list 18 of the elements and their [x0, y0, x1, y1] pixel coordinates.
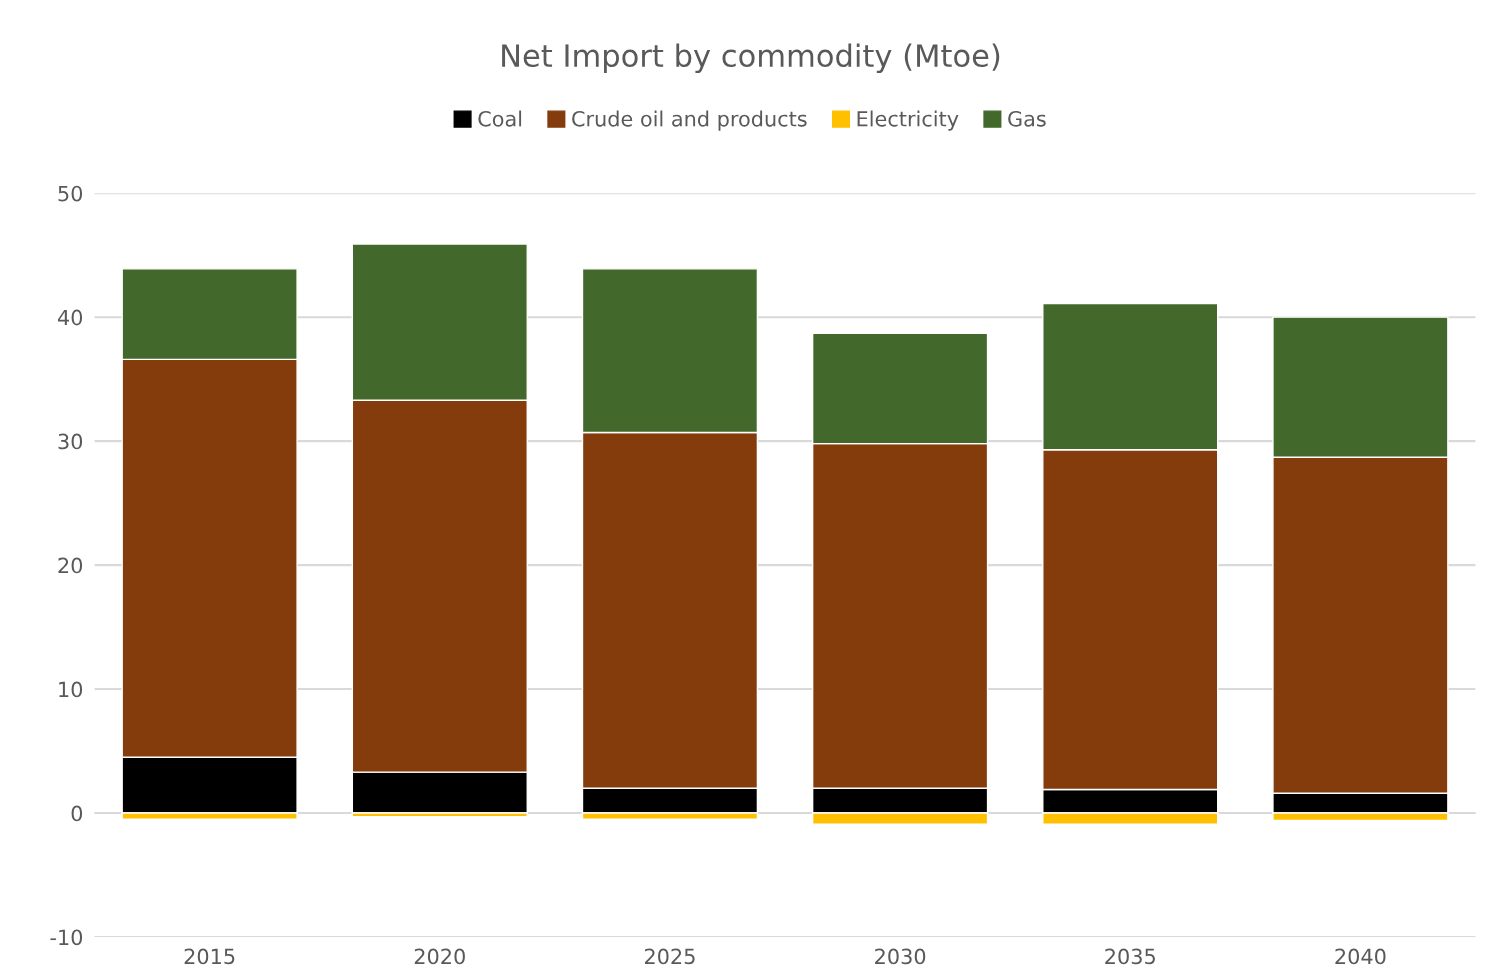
- y-tick-label: 10: [59, 681, 83, 698]
- y-tick-label: -10: [50, 929, 83, 946]
- y-tick-label: 30: [58, 433, 83, 450]
- x-tick-label: 2030: [875, 948, 926, 965]
- legend-label: Electricity: [857, 110, 959, 131]
- x-tick-label: 2015: [184, 948, 235, 965]
- y-tick-label: 40: [57, 309, 83, 326]
- x-tick-label: 2020: [414, 948, 465, 965]
- legend-label: Gas: [1008, 110, 1046, 127]
- y-tick-label: 0: [71, 805, 83, 822]
- y-tick-label: 20: [58, 557, 83, 574]
- x-tick-label: 2025: [644, 948, 695, 965]
- legend-label: Coal: [478, 110, 522, 127]
- x-tick-label: 2040: [1335, 948, 1386, 965]
- chart-title: Net Import by commodity (Mtoe): [502, 43, 1000, 74]
- legend-label: Crude oil and products: [572, 110, 807, 131]
- x-tick-label: 2035: [1105, 948, 1155, 965]
- y-tick-label: 50: [58, 185, 83, 202]
